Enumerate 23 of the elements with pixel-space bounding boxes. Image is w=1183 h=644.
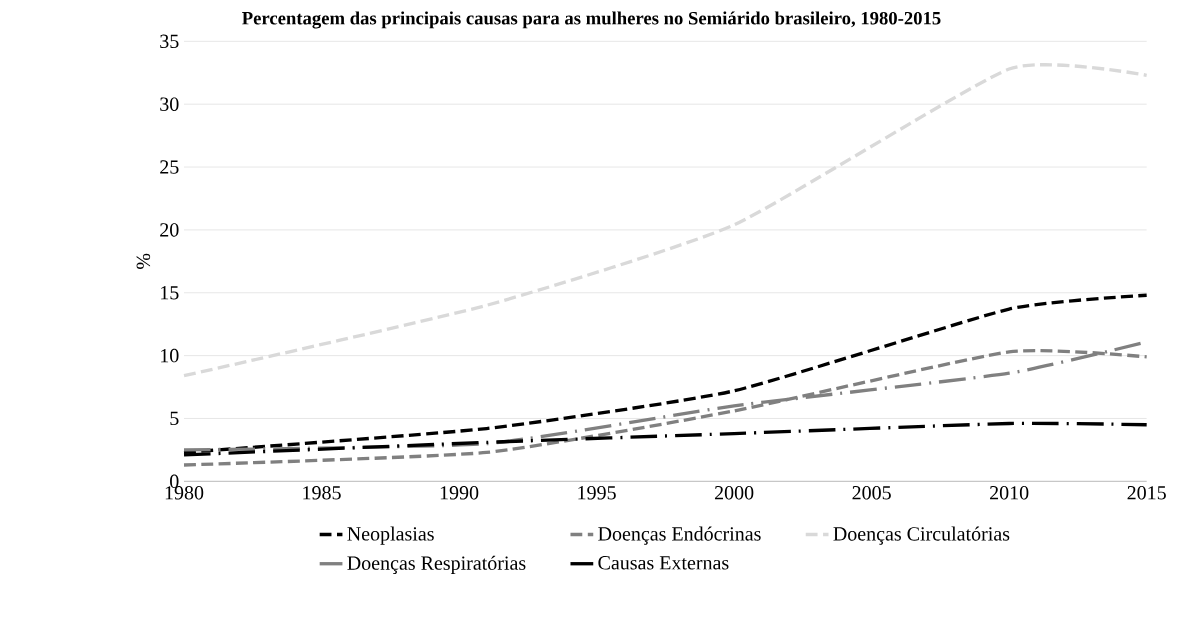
x-tick-label: 2000 xyxy=(714,486,754,500)
x-tick-label: 2005 xyxy=(852,486,891,500)
chart-title: Percentagem das principais causas para as mulheres no Semiárido brasileiro, 1980-2015 xyxy=(242,11,941,29)
y-tick-label: 0 xyxy=(170,474,179,489)
legend-label: Doenças Circulatórias xyxy=(833,526,1010,545)
y-tick-label: 15 xyxy=(161,286,179,300)
x-tick-label: 1995 xyxy=(578,486,616,500)
x-tick-label: 2010 xyxy=(990,486,1029,500)
y-tick-label: 30 xyxy=(160,97,179,111)
x-tick-label: 1980 xyxy=(165,486,204,500)
legend-label: Doenças Endócrinas xyxy=(598,526,761,545)
y-tick-label: 35 xyxy=(160,34,179,49)
y-axis-title: % xyxy=(136,253,151,269)
x-tick-label: 1985 xyxy=(303,486,341,500)
x-tick-label: 2015 xyxy=(1127,486,1166,500)
legend-label: Causas Externas xyxy=(598,556,729,570)
legend-label: Neoplasias xyxy=(347,526,434,545)
y-tick-label: 10 xyxy=(161,348,179,363)
y-tick-label: 5 xyxy=(170,411,179,426)
legend-label: Doenças Respiratórias xyxy=(347,555,526,574)
y-tick-label: 25 xyxy=(160,160,179,174)
y-tick-label: 20 xyxy=(160,223,179,237)
x-tick-label: 1990 xyxy=(440,486,479,500)
